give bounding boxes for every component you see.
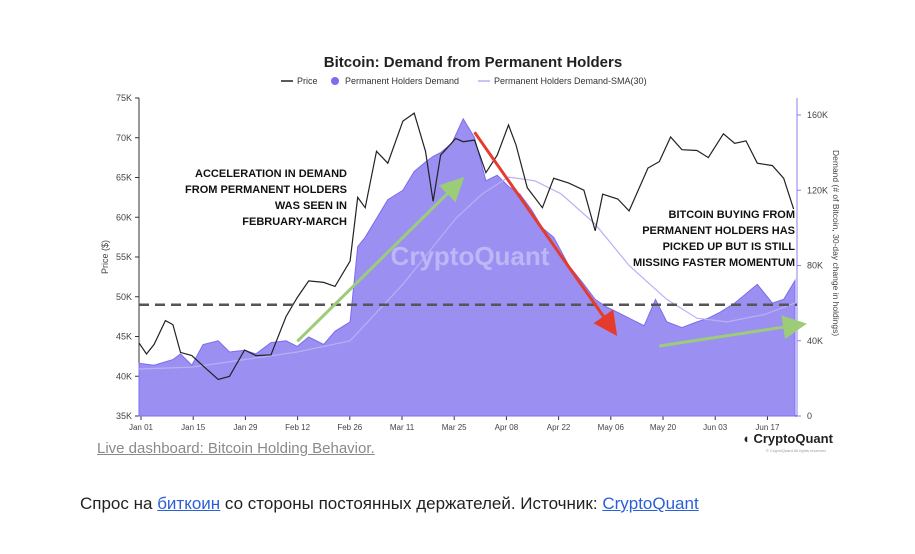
x-tick-label: Feb 12 xyxy=(285,423,310,432)
legend-label-2: Permanent Holders Demand-SMA(30) xyxy=(494,76,647,86)
x-tick-label: May 20 xyxy=(650,423,677,432)
x-tick-label: Jan 01 xyxy=(129,423,154,432)
chart-svg: Bitcoin: Demand from Permanent Holders Pr… xyxy=(100,54,841,432)
caption-text-1: Спрос на xyxy=(80,494,158,513)
x-tick-label: Mar 11 xyxy=(390,423,415,432)
bitcoin-link[interactable]: биткоин xyxy=(157,494,221,513)
annotation-0-line-1: FROM PERMANENT HOLDERS xyxy=(185,184,347,196)
x-tick-label: Jan 29 xyxy=(233,423,258,432)
y-left-tick-label: 35K xyxy=(116,411,132,421)
legend-marker-1 xyxy=(331,77,339,85)
watermark: CryptoQuant xyxy=(391,241,550,271)
y-right-axis-label: Demand (# of Bitcoin, 30-day change in h… xyxy=(831,150,841,336)
y-right-tick-label: 40K xyxy=(807,336,823,346)
cryptoquant-link[interactable]: CryptoQuant xyxy=(602,494,699,513)
annotation-1-line-0: BITCOIN BUYING FROM xyxy=(669,209,796,221)
y-left-tick-label: 45K xyxy=(116,332,132,342)
x-tick-label: Apr 08 xyxy=(495,423,519,432)
x-tick-label: Apr 22 xyxy=(547,423,571,432)
caption-text-2: со стороны постоянных держателей. Источн… xyxy=(220,494,603,513)
x-tick-label: May 06 xyxy=(598,423,625,432)
y-left-tick-label: 60K xyxy=(116,212,132,222)
annotation-0-line-0: ACCELERATION IN DEMAND xyxy=(195,168,347,180)
y-left-axis-label: Price ($) xyxy=(100,240,110,274)
x-tick-label: Jan 15 xyxy=(181,423,206,432)
annotation-0-line-3: FEBRUARY-MARCH xyxy=(242,216,347,228)
y-right-tick-label: 80K xyxy=(807,261,823,271)
chart-title: Bitcoin: Demand from Permanent Holders xyxy=(324,54,622,71)
series-permanent-holders-demand xyxy=(138,117,796,417)
chart-figure: Bitcoin: Demand from Permanent Holders Pr… xyxy=(100,54,841,453)
y-left-tick-label: 75K xyxy=(116,93,132,103)
y-left-tick-label: 40K xyxy=(116,371,132,381)
annotation-arrow-1 xyxy=(473,131,618,336)
brand-name: CryptoQuant xyxy=(753,431,833,446)
live-dashboard-link[interactable]: Live dashboard: Bitcoin Holding Behavior… xyxy=(97,440,375,457)
annotation-1-line-1: PERMANENT HOLDERS HAS xyxy=(642,225,795,237)
y-right-tick-label: 160K xyxy=(807,110,828,120)
y-right-tick-label: 120K xyxy=(807,185,828,195)
x-tick-label: Jun 03 xyxy=(703,423,728,432)
y-left-tick-label: 55K xyxy=(116,252,132,262)
legend-label-0: Price xyxy=(297,76,318,86)
annotation-0-line-2: WAS SEEN IN xyxy=(275,200,347,212)
y-left-tick-label: 50K xyxy=(116,292,132,302)
legend-label-1: Permanent Holders Demand xyxy=(345,76,459,86)
y-left-tick-label: 65K xyxy=(116,173,132,183)
y-right-tick-label: 0 xyxy=(807,411,812,421)
annotation-1-line-2: PICKED UP BUT IS STILL xyxy=(663,241,796,253)
brand-copyright: © CryptoQuant All rights reserved xyxy=(766,448,826,453)
x-tick-label: Jun 17 xyxy=(755,423,780,432)
brand-logo: ◖ CryptoQuant xyxy=(742,431,833,446)
series-price xyxy=(138,112,796,381)
annotation-1-line-3: MISSING FASTER MOMENTUM xyxy=(633,257,795,269)
annotation-arrow-2 xyxy=(659,315,807,348)
caption: Спрос на биткоин со стороны постоянных д… xyxy=(0,494,915,514)
annotation-arrow-0 xyxy=(296,177,465,343)
x-tick-label: Feb 26 xyxy=(337,423,362,432)
x-tick-label: Mar 25 xyxy=(442,423,467,432)
y-left-tick-label: 70K xyxy=(116,133,132,143)
series-demand-sma30 xyxy=(138,176,796,370)
